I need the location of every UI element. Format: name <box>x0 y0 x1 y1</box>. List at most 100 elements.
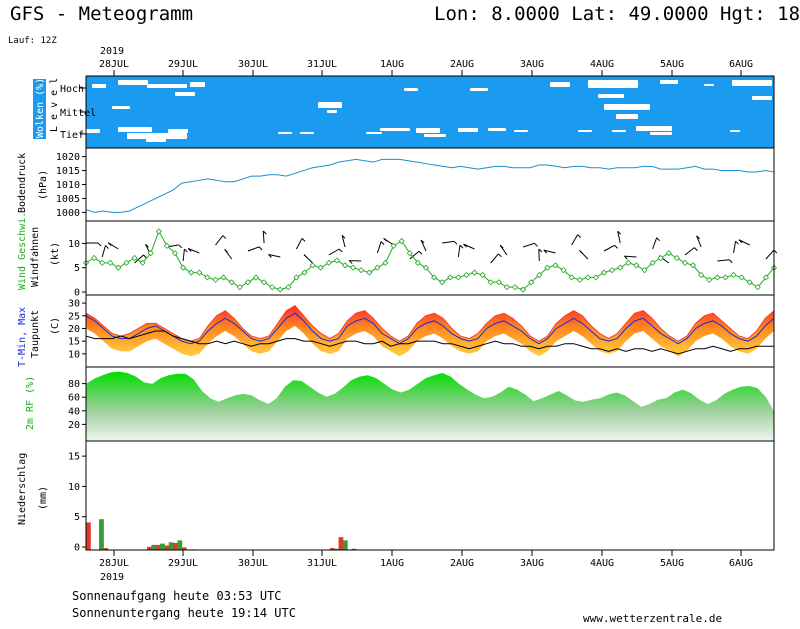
cloud-gap <box>190 82 205 87</box>
wind-barb-flag <box>578 235 581 238</box>
wind-barb-flag <box>98 243 101 246</box>
cloud-gap <box>578 130 592 132</box>
wind-barb <box>624 256 636 257</box>
wind-barb <box>442 241 454 243</box>
wind-point <box>270 285 275 290</box>
cloud-gap <box>112 106 130 109</box>
wind-point <box>213 277 218 282</box>
wind-point <box>707 277 712 282</box>
cloud-gap <box>660 80 678 84</box>
cloud-gap <box>147 84 187 88</box>
wind-barb <box>464 244 475 249</box>
wind-point <box>512 285 517 290</box>
wind-barb <box>685 248 694 255</box>
wind-unit: (kt) <box>50 242 61 266</box>
day-label-bottom: 29JUL <box>168 558 198 569</box>
cloud-gap <box>612 130 626 132</box>
wind-barb-flag <box>657 238 660 241</box>
precip-bar <box>99 519 104 550</box>
wind-point <box>747 280 752 285</box>
wind-point <box>723 275 728 280</box>
temp-ytick-label: 25 <box>68 311 80 322</box>
wind-point <box>731 273 736 278</box>
wind-point <box>593 275 598 280</box>
cloud-gap <box>278 132 292 134</box>
pressure-frame <box>86 148 774 221</box>
cloud-gap <box>730 130 740 132</box>
temp-band <box>86 306 774 357</box>
wind-barb-flag <box>259 247 262 250</box>
temp-ytick-label: 10 <box>68 349 80 360</box>
wind-point <box>132 256 137 261</box>
wind-barb <box>263 231 264 243</box>
precip-ytick-label: 10 <box>68 482 80 493</box>
wind-barb-flag <box>454 241 457 244</box>
cloud-level-mittel: Mittel <box>60 108 96 119</box>
wind-barb <box>653 238 657 249</box>
cloud-background <box>86 76 774 148</box>
cloud-level-tief: Tief <box>60 130 84 141</box>
wind-barb-flag <box>615 245 618 248</box>
sunrise-label: Sonnenaufgang heute 03:53 UTC <box>72 589 282 603</box>
wind-point <box>602 270 607 275</box>
year-label-bottom: 2019 <box>100 572 124 583</box>
humidity-ytick-label: 60 <box>68 393 80 404</box>
precip-ytick-label: 15 <box>68 452 80 463</box>
wind-point <box>181 265 186 270</box>
wind-point <box>278 287 283 292</box>
precip-bar <box>169 542 174 550</box>
humidity-ylabel: 2m RF (%) <box>25 376 36 430</box>
day-label-bottom: 30JUL <box>238 558 268 569</box>
source-url[interactable]: www.wetterzentrale.de <box>583 612 722 625</box>
wind-point <box>262 280 267 285</box>
precip-bar <box>160 544 165 550</box>
wind-point <box>666 251 671 256</box>
cloud-gap <box>704 84 714 86</box>
precip-ylabel: Niederschlag <box>17 453 28 525</box>
humidity-area <box>86 372 774 441</box>
day-label-bottom: 31JUL <box>307 558 337 569</box>
wind-barb <box>734 241 736 253</box>
wind-point <box>456 275 461 280</box>
wind-barb-flag <box>419 251 422 254</box>
day-label-top: 30JUL <box>238 59 268 70</box>
wind-point <box>440 280 445 285</box>
cloud-gap <box>424 134 446 137</box>
wind-barb <box>523 243 534 247</box>
wind-barb-flag <box>339 249 342 252</box>
humidity-ytick-label: 20 <box>68 420 80 431</box>
wind-speed-line <box>86 231 774 289</box>
temp-ytick-label: 20 <box>68 324 80 335</box>
day-label-top: 1AUG <box>380 59 404 70</box>
pressure-unit: (hPa) <box>38 170 49 200</box>
wind-barb <box>377 242 381 253</box>
wind-barb <box>329 249 339 255</box>
wind-point <box>553 263 558 268</box>
cloud-gap <box>598 94 624 98</box>
wind-barb-flag <box>729 260 732 263</box>
cloud-gap <box>118 80 148 85</box>
wind-barb-flag <box>460 245 463 248</box>
wind-point <box>205 275 210 280</box>
wind-point <box>253 275 258 280</box>
day-label-top: 29JUL <box>168 59 198 70</box>
pressure-ytick-label: 1005 <box>56 194 80 205</box>
wind-barb <box>248 247 259 251</box>
wind-point <box>221 275 226 280</box>
day-label-bottom: 4AUG <box>590 558 614 569</box>
pressure-ytick-label: 1020 <box>56 152 80 163</box>
cloud-level-label: L e v e l <box>49 78 60 132</box>
cloud-gap <box>636 126 672 131</box>
day-label-bottom: 5AUG <box>660 558 684 569</box>
day-label-bottom: 2AUG <box>450 558 474 569</box>
pressure-ylabel: Bodendruck <box>17 153 28 213</box>
wind-point <box>626 260 631 265</box>
